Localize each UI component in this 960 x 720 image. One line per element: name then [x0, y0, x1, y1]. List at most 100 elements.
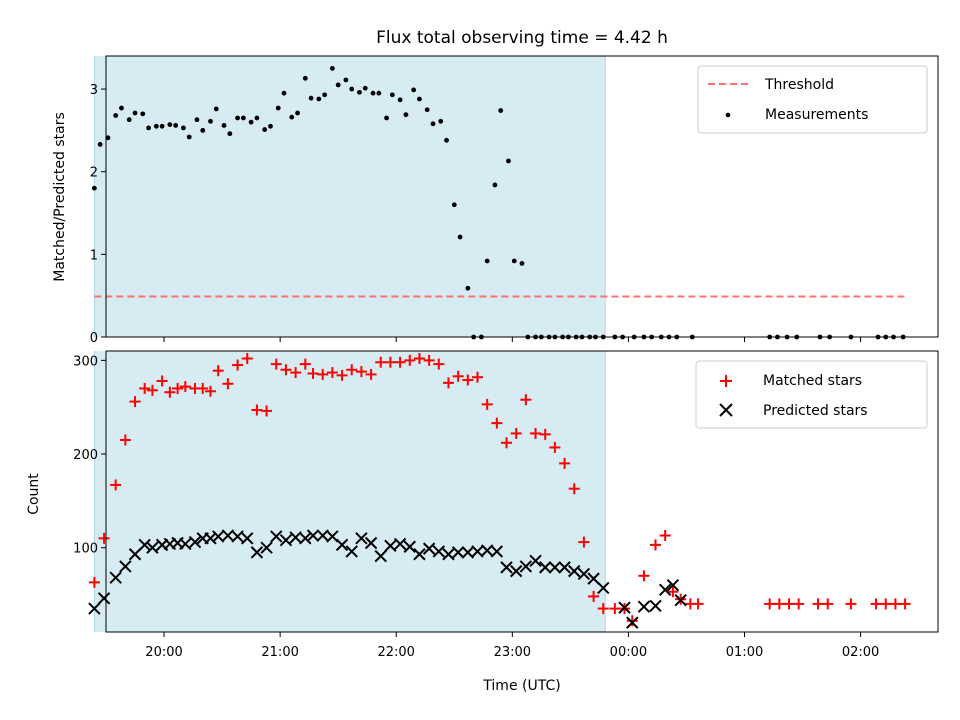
predicted-stars-point: [335, 538, 349, 552]
bottom-y-axis-label: Count: [26, 473, 42, 515]
marker-stroke: [384, 539, 397, 553]
marker-stroke: [509, 564, 523, 578]
marker-stroke: [212, 530, 225, 543]
x-axis-label: Time (UTC): [482, 678, 560, 694]
marker-stroke: [138, 538, 151, 552]
marker-stroke: [490, 545, 504, 558]
matched-stars-point: [783, 598, 795, 610]
marker-stroke: [451, 546, 465, 559]
marker-stroke: [109, 571, 122, 584]
predicted-stars-point: [442, 548, 455, 561]
predicted-stars-point: [509, 564, 523, 578]
predicted-stars-point: [597, 581, 610, 595]
measurement-point: [227, 131, 233, 137]
marker-stroke: [500, 561, 513, 574]
predicted-stars-point: [384, 539, 397, 553]
measurement-point: [519, 261, 525, 266]
measurement-point: [316, 96, 322, 102]
matched-stars-point: [299, 358, 311, 370]
predicted-stars-point: [241, 532, 254, 545]
x-tick-label: 01:00: [726, 645, 763, 660]
marker-stroke: [393, 537, 407, 551]
matched-stars-point: [650, 539, 662, 551]
predicted-stars-point: [666, 578, 680, 592]
predicted-stars-point: [500, 561, 513, 574]
predicted-stars-point: [345, 545, 358, 558]
top-legend: Threshold Measurements: [697, 65, 928, 134]
matched-stars-point: [626, 615, 638, 627]
measurement-point: [91, 185, 97, 191]
matched-stars-point: [822, 598, 834, 610]
marker-stroke: [432, 545, 446, 558]
top-axes-frame: [105, 55, 939, 338]
marker-stroke: [597, 581, 610, 595]
measurement-point: [186, 134, 192, 140]
predicted-stars-point: [355, 532, 368, 545]
y-tick-label: 200: [73, 448, 98, 463]
predicted-stars-point: [270, 530, 283, 543]
bottom-legend: Matched stars Predicted stars: [695, 360, 928, 429]
marker-stroke: [231, 530, 244, 543]
measurement-point: [159, 123, 165, 129]
marker-stroke: [413, 548, 426, 561]
predicted-stars-point: [204, 532, 217, 545]
marker-stroke: [637, 600, 651, 613]
matched-stars-point: [764, 598, 776, 610]
measurement-point: [451, 202, 457, 208]
predicted-stars-point: [529, 554, 542, 568]
measurement-point: [329, 65, 335, 71]
top-y-axis-label: Matched/Predicted stars: [52, 112, 68, 282]
predicted-stars-point: [422, 542, 436, 555]
measurement-point: [221, 123, 227, 128]
measurement-point: [240, 115, 246, 121]
predicted-stars-point: [558, 561, 571, 574]
measurement-point: [146, 125, 151, 131]
marker-stroke: [519, 560, 533, 573]
marker-stroke: [364, 536, 378, 550]
predicted-stars-point: [250, 546, 264, 559]
matched-stars-point: [212, 365, 224, 377]
matched-stars-point: [559, 457, 571, 469]
matched-stars-point: [481, 398, 493, 410]
predicted-stars-point: [451, 546, 465, 559]
matched-stars-point: [232, 359, 244, 371]
matched-stars-point: [375, 356, 387, 368]
y-tick-label: 1: [90, 248, 98, 263]
predicted-stars-point: [138, 538, 151, 552]
matched-stars-point: [520, 394, 532, 406]
matched-stars-point: [433, 358, 445, 370]
series-predicted-stars: [88, 529, 687, 629]
measurement-point: [97, 142, 103, 147]
matched-stars-point: [346, 364, 358, 376]
measurement-point: [194, 117, 200, 123]
measurement-point: [167, 122, 173, 127]
predicted-stars-point: [626, 616, 639, 629]
matched-stars-point: [197, 382, 209, 394]
measurement-point: [235, 115, 240, 121]
marker-stroke: [179, 537, 192, 551]
legend-predicted-swatch: [719, 403, 733, 417]
matched-stars-point: [667, 586, 679, 598]
matched-stars-point: [501, 437, 513, 449]
predicted-stars-point: [260, 541, 273, 554]
predicted-stars-point: [146, 541, 159, 554]
marker-stroke: [548, 561, 562, 574]
matched-stars-point: [365, 368, 377, 380]
marker-stroke: [626, 616, 639, 629]
measurement-point: [397, 97, 403, 103]
predicted-stars-point: [279, 533, 293, 547]
marker-stroke: [577, 567, 591, 581]
measurement-point: [465, 285, 471, 291]
predicted-stars-point: [649, 599, 662, 612]
marker-stroke: [403, 540, 416, 553]
measurement-point: [376, 90, 382, 96]
measurement-point: [105, 135, 111, 141]
predicted-stars-point: [403, 540, 416, 553]
x-tick-label: 23:00: [494, 645, 531, 660]
matched-stars-point: [692, 598, 704, 610]
measurement-point: [140, 111, 146, 117]
y-tick-label: 300: [73, 354, 98, 369]
predicted-stars-point: [577, 567, 591, 581]
predicted-stars-point: [364, 536, 378, 550]
measurement-point: [424, 107, 430, 113]
